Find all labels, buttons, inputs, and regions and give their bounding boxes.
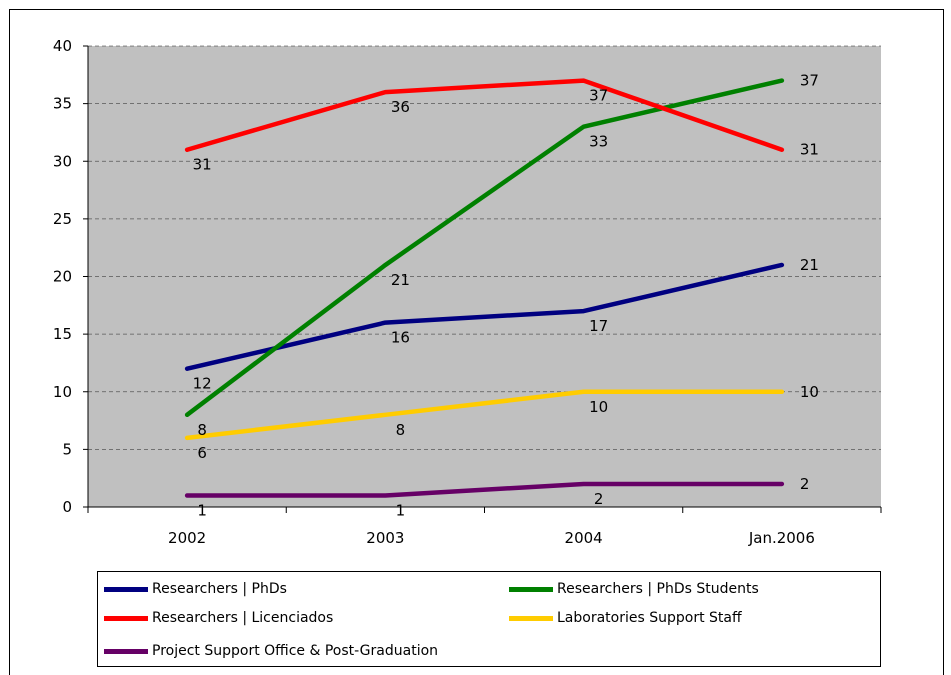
legend-item-researchers-phd-students: Researchers | PhDs Students <box>509 579 759 599</box>
y-tick-label: 0 <box>62 498 72 516</box>
y-axis-ticks: 0 5 10 15 20 25 30 35 40 <box>53 37 88 516</box>
data-label: 21 <box>391 271 410 289</box>
y-tick-label: 30 <box>53 152 72 170</box>
data-label: 8 <box>396 421 406 439</box>
series-lines <box>184 78 785 498</box>
y-tick-label: 40 <box>53 37 72 55</box>
data-label: 21 <box>800 256 819 274</box>
series-line <box>184 262 785 371</box>
legend-item-laboratories-support-staff: Laboratories Support Staff <box>509 608 742 628</box>
legend-swatch <box>509 615 553 621</box>
data-label: 1 <box>396 501 406 519</box>
data-label: 8 <box>197 421 207 439</box>
data-label: 10 <box>800 383 819 401</box>
y-tick-label: 5 <box>62 440 72 458</box>
x-axis-ticks: 2002 2003 2004 Jan.2006 <box>87 507 882 547</box>
y-tick-label: 15 <box>53 325 72 343</box>
series-line <box>184 481 785 498</box>
data-label: 17 <box>589 317 608 335</box>
data-label: 1 <box>197 501 207 519</box>
data-label: 37 <box>800 72 819 90</box>
legend-swatch <box>104 586 148 592</box>
data-label: 16 <box>391 329 410 347</box>
chart-frame <box>9 9 944 675</box>
series-line <box>184 78 785 152</box>
y-tick-label: 35 <box>53 95 72 113</box>
legend-swatch <box>104 648 148 654</box>
y-tick-label: 25 <box>53 210 72 228</box>
legend-swatch <box>509 586 553 592</box>
series-line <box>184 78 785 418</box>
data-label: 2 <box>800 475 810 493</box>
data-label: 2 <box>594 490 604 508</box>
legend-item-researchers-phds: Researchers | PhDs <box>104 579 287 599</box>
data-label: 37 <box>589 87 608 105</box>
legend-item-project-support-office: Project Support Office & Post-Graduation <box>104 641 438 661</box>
data-label: 6 <box>197 444 207 462</box>
data-label: 33 <box>589 133 608 151</box>
legend-item-researchers-licenciados: Researchers | Licenciados <box>104 608 333 628</box>
legend-swatch <box>104 615 148 621</box>
data-label: 36 <box>391 98 410 116</box>
legend-label: Researchers | Licenciados <box>152 610 334 626</box>
legend: Researchers | PhDs Researchers | PhDs St… <box>97 571 881 667</box>
data-label: 12 <box>193 375 212 393</box>
x-tick-label: 2004 <box>565 529 603 547</box>
legend-label: Researchers | PhDs Students <box>557 581 759 597</box>
data-label: 10 <box>589 398 608 416</box>
legend-label: Researchers | PhDs <box>152 581 287 597</box>
series-line <box>184 389 785 441</box>
legend-label: Laboratories Support Staff <box>557 610 742 626</box>
y-tick-label: 20 <box>53 268 72 286</box>
x-tick-label: 2002 <box>168 529 206 547</box>
legend-label: Project Support Office & Post-Graduation <box>152 643 439 659</box>
x-tick-label: Jan.2006 <box>748 529 815 547</box>
x-tick-label: 2003 <box>366 529 404 547</box>
data-label: 31 <box>193 156 212 174</box>
data-label: 31 <box>800 141 819 159</box>
y-tick-label: 10 <box>53 383 72 401</box>
